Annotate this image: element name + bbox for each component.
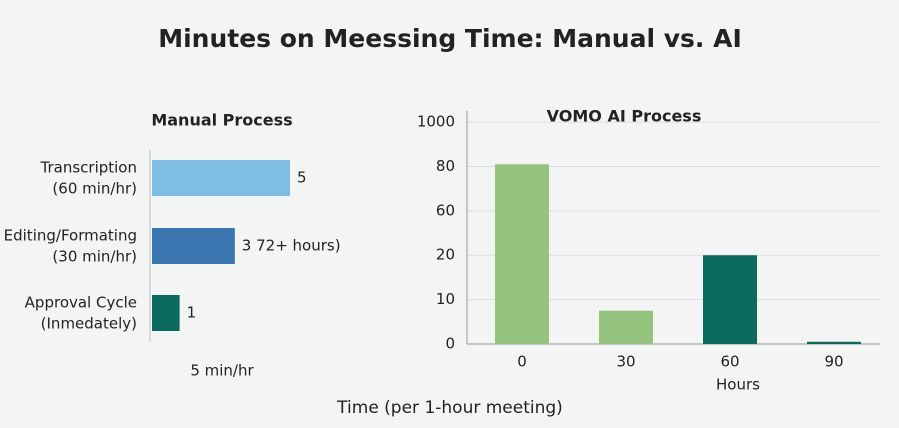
y-tick-label: 10 [436,290,455,308]
bar [152,160,290,196]
panel-title: Manual Process [151,111,292,130]
y-tick-label: 20 [436,246,455,264]
x-tick-label: 60 [720,353,739,371]
y-tick-label: 0 [445,335,455,353]
bar [152,228,235,264]
bar [152,295,180,331]
bar [495,164,549,344]
x-axis-title: Hours [716,376,760,394]
x-axis-title: 5 min/hr [190,362,254,380]
y-tick-label: 60 [436,201,455,219]
bar [703,255,757,344]
y-tick-label: Transcription [40,159,137,177]
x-tick-label: 0 [517,353,527,371]
value-label: 1 [187,304,197,322]
x-axis-title: Time (per 1-hour meeting) [336,398,563,418]
y-tick-label: 80 [436,157,455,175]
chart-title: Minutes on Meessing Time: Manual vs. AI [158,24,742,53]
value-label: 3 72+ hours) [242,237,341,255]
y-tick-label: (60 min/hr) [52,180,137,198]
x-tick-label: 90 [824,353,843,371]
panel-title: VOMO AI Process [547,107,702,126]
x-tick-label: 30 [616,353,635,371]
y-tick-label: Approval Cycle [25,294,137,312]
value-label: 5 [297,169,307,187]
y-tick-label: Editing/Formating [4,227,137,245]
y-tick-label: (Inmedately) [41,315,137,333]
bar [599,310,653,344]
bar [807,341,861,344]
y-tick-label: 1000 [417,113,455,131]
y-tick-label: (30 min/hr) [52,248,137,266]
